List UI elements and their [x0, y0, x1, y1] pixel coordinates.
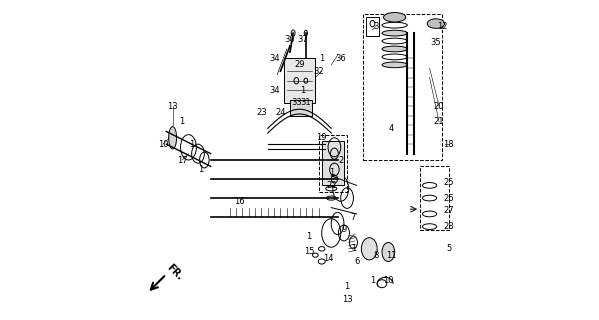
- Ellipse shape: [169, 127, 177, 149]
- Text: 25: 25: [443, 178, 454, 187]
- Text: 12: 12: [437, 22, 447, 31]
- Ellipse shape: [382, 62, 407, 68]
- Text: 1: 1: [344, 282, 350, 292]
- Bar: [284, 59, 315, 103]
- Text: 17: 17: [177, 156, 187, 164]
- Text: 6: 6: [354, 257, 359, 266]
- Text: 10: 10: [158, 140, 168, 148]
- Text: 32: 32: [313, 67, 324, 76]
- Text: 1: 1: [351, 244, 356, 253]
- Text: 29: 29: [294, 60, 305, 69]
- Text: 19: 19: [316, 133, 327, 142]
- Bar: [420, 166, 449, 230]
- Bar: [322, 141, 344, 185]
- Text: 13: 13: [342, 295, 352, 304]
- Text: 13: 13: [167, 101, 178, 111]
- Text: 18: 18: [443, 140, 454, 148]
- Bar: [290, 100, 312, 116]
- Text: 5: 5: [446, 244, 451, 253]
- Text: 1: 1: [307, 232, 311, 241]
- Text: 2: 2: [338, 156, 343, 164]
- Text: 26: 26: [443, 194, 454, 203]
- Ellipse shape: [382, 243, 395, 261]
- Text: 1: 1: [329, 168, 334, 177]
- Text: 1: 1: [319, 54, 324, 63]
- Text: 23: 23: [256, 108, 267, 117]
- Text: 7: 7: [351, 212, 356, 222]
- Text: 24: 24: [275, 108, 286, 117]
- Text: 16: 16: [234, 197, 244, 206]
- Text: 28: 28: [443, 222, 454, 231]
- Text: 10: 10: [383, 276, 394, 285]
- Bar: [366, 17, 379, 36]
- Text: 35: 35: [431, 38, 441, 47]
- Ellipse shape: [383, 12, 406, 22]
- Text: FR.: FR.: [165, 262, 184, 282]
- Text: 3: 3: [373, 22, 379, 31]
- Text: 1: 1: [370, 276, 375, 285]
- Text: 36: 36: [335, 54, 346, 63]
- Text: 27: 27: [443, 206, 454, 215]
- Text: 1: 1: [189, 140, 194, 148]
- Text: 4: 4: [389, 124, 394, 133]
- Text: 34: 34: [269, 54, 280, 63]
- Text: 11: 11: [386, 251, 397, 260]
- Text: 37: 37: [297, 35, 308, 44]
- Bar: [319, 135, 347, 192]
- Ellipse shape: [382, 46, 407, 52]
- Ellipse shape: [361, 238, 377, 260]
- Text: 30: 30: [285, 35, 295, 44]
- Ellipse shape: [382, 30, 407, 36]
- Text: 1: 1: [300, 86, 305, 95]
- Text: 9: 9: [341, 225, 347, 234]
- Bar: [363, 14, 442, 160]
- Text: 21: 21: [434, 117, 444, 126]
- Text: 34: 34: [269, 86, 280, 95]
- Text: 8: 8: [373, 251, 379, 260]
- Text: 1: 1: [198, 165, 204, 174]
- Text: 14: 14: [323, 254, 333, 263]
- Text: 33: 33: [291, 99, 302, 108]
- Text: 22: 22: [326, 181, 337, 190]
- Text: 20: 20: [434, 101, 444, 111]
- Text: 31: 31: [301, 99, 311, 108]
- Ellipse shape: [427, 19, 444, 28]
- Text: 15: 15: [304, 247, 314, 257]
- Text: 1: 1: [180, 117, 184, 126]
